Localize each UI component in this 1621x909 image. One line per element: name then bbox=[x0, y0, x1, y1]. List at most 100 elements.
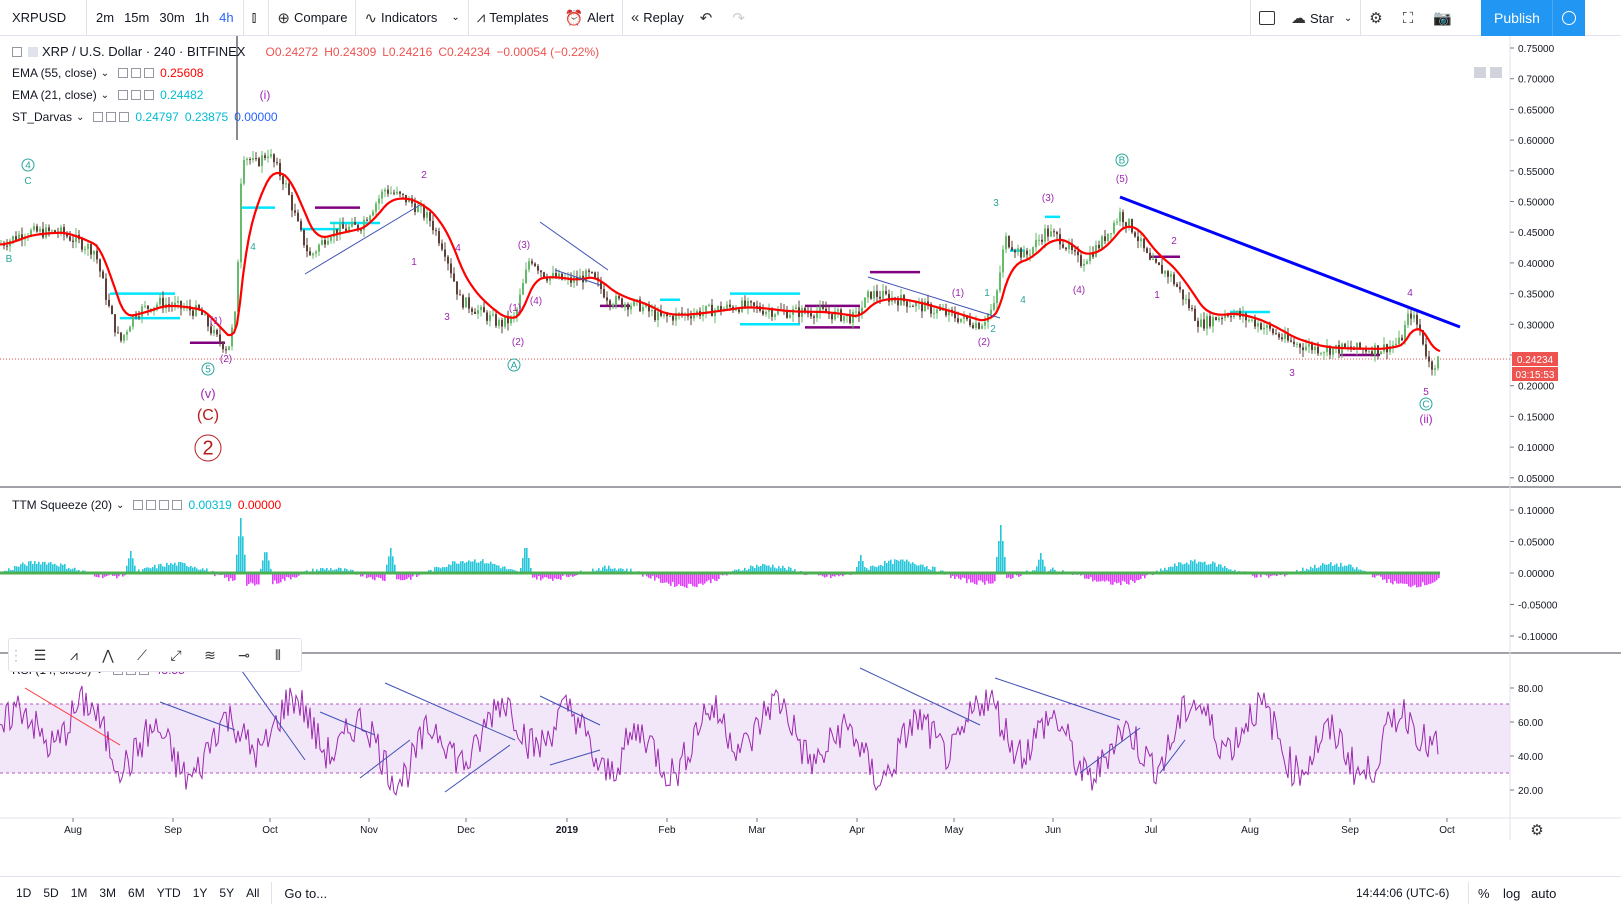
eye-icon[interactable] bbox=[118, 90, 128, 100]
timeframe-30m[interactable]: 30m bbox=[154, 0, 189, 36]
elliott-impulse-icon[interactable]: ⩘ bbox=[57, 638, 91, 672]
candle-body bbox=[1281, 337, 1283, 339]
chart-type-button[interactable]: ⫾ bbox=[244, 0, 269, 36]
close-icon[interactable] bbox=[144, 90, 154, 100]
timeframe-15m[interactable]: 15m bbox=[119, 0, 154, 36]
parallel-channel-icon[interactable]: ≋ bbox=[193, 638, 227, 672]
candle-body bbox=[939, 310, 941, 311]
range-all[interactable]: All bbox=[240, 886, 265, 900]
compare-button[interactable]: ⊕Compare bbox=[269, 0, 355, 36]
ttm-bar bbox=[470, 562, 472, 573]
pane-collapse-icon[interactable] bbox=[1474, 67, 1486, 78]
chart-canvas[interactable]: 4CB5(v)(C)2(i)AB(5)(3)C(ii)(1)(2)(3)(4)(… bbox=[0, 36, 1621, 876]
ttm-bar bbox=[686, 573, 688, 588]
auto-toggle[interactable]: auto bbox=[1531, 886, 1556, 901]
lines-tool-icon[interactable]: ☰ bbox=[23, 638, 57, 672]
ttm-bar bbox=[248, 573, 250, 584]
log-toggle[interactable]: log bbox=[1503, 886, 1520, 901]
axis-settings-gear-icon[interactable]: ⚙ bbox=[1530, 822, 1543, 839]
settings-icon[interactable] bbox=[146, 500, 156, 510]
candle-body bbox=[1080, 255, 1082, 266]
range-1d[interactable]: 1D bbox=[10, 886, 37, 900]
range-5y[interactable]: 5Y bbox=[213, 886, 240, 900]
range-ytd[interactable]: YTD bbox=[151, 886, 187, 900]
candle-body bbox=[528, 261, 530, 269]
trend-line-icon[interactable]: ⟋ bbox=[125, 638, 159, 672]
time-tick-label: Sep bbox=[1341, 825, 1359, 836]
timeframe-4h[interactable]: 4h bbox=[214, 0, 238, 36]
alert-button[interactable]: ⏰Alert bbox=[557, 0, 622, 36]
candle-body bbox=[375, 204, 377, 212]
eye-icon[interactable] bbox=[93, 112, 103, 122]
publish-menu-button[interactable] bbox=[1552, 0, 1585, 36]
candle-body bbox=[1416, 315, 1418, 325]
fullscreen-button[interactable]: ⛶ bbox=[1395, 0, 1426, 36]
candle-body bbox=[33, 226, 35, 230]
eye-icon[interactable] bbox=[133, 500, 143, 510]
candle-body bbox=[1179, 287, 1181, 290]
candle-body bbox=[483, 307, 485, 312]
ray-icon[interactable]: ⤢ bbox=[159, 638, 193, 672]
drag-handle-icon[interactable]: ⋮ bbox=[9, 638, 23, 672]
settings-icon[interactable] bbox=[131, 90, 141, 100]
plus-circle-icon: ⊕ bbox=[277, 9, 290, 27]
candle-body bbox=[324, 240, 326, 244]
ttm-legend[interactable]: TTM Squeeze (20)⌄ 0.00319 0.00000 bbox=[12, 498, 281, 512]
replay-button[interactable]: «Replay bbox=[623, 0, 692, 36]
candle-body bbox=[225, 349, 227, 350]
templates-button[interactable]: ⩘Templates bbox=[469, 0, 557, 36]
wave-label-ii: (ii) bbox=[1419, 412, 1432, 426]
ttm-tick-label: 0.10000 bbox=[1518, 506, 1555, 517]
time-tick-label: Dec bbox=[457, 825, 475, 836]
close-icon[interactable] bbox=[119, 112, 129, 122]
wave-label: 4 bbox=[250, 242, 256, 253]
candle-body bbox=[1014, 250, 1016, 252]
ttm-bar bbox=[476, 563, 478, 573]
horizontal-line-icon[interactable]: ⊸ bbox=[227, 638, 261, 672]
candle-body bbox=[1344, 344, 1346, 347]
settings-icon[interactable] bbox=[106, 112, 116, 122]
settings-icon[interactable] bbox=[159, 500, 169, 510]
range-5d[interactable]: 5D bbox=[37, 886, 64, 900]
wave-label: B bbox=[6, 254, 13, 265]
candle-body bbox=[213, 330, 215, 333]
percent-toggle[interactable]: % bbox=[1478, 886, 1490, 901]
settings-icon[interactable] bbox=[131, 68, 141, 78]
star-button[interactable]: ☁Star⌄ bbox=[1283, 0, 1360, 36]
snapshot-button[interactable]: 📷 bbox=[1425, 0, 1464, 36]
candle-body bbox=[255, 158, 257, 159]
candle-body bbox=[318, 245, 320, 252]
measure-icon[interactable]: ⦀ bbox=[261, 638, 295, 672]
candle-body bbox=[81, 239, 83, 249]
ema21-legend[interactable]: EMA (21, close)⌄ 0.24482 bbox=[12, 88, 203, 102]
candle-body bbox=[1203, 319, 1205, 328]
layout-button[interactable] bbox=[1251, 0, 1283, 36]
undo-button[interactable]: ↶ bbox=[692, 0, 725, 36]
symbol-search[interactable]: XRPUSD bbox=[0, 0, 86, 36]
pane-maximize-icon[interactable] bbox=[1490, 67, 1502, 78]
range-1y[interactable]: 1Y bbox=[187, 886, 214, 900]
ema55-legend[interactable]: EMA (55, close)⌄ 0.25608 bbox=[12, 66, 203, 80]
range-6m[interactable]: 6M bbox=[122, 886, 151, 900]
candle-body bbox=[438, 231, 440, 243]
darvas-legend[interactable]: ST_Darvas⌄ 0.24797 0.23875 0.00000 bbox=[12, 110, 278, 124]
timeframe-2m[interactable]: 2m bbox=[91, 0, 119, 36]
eye-icon[interactable] bbox=[118, 68, 128, 78]
range-3m[interactable]: 3M bbox=[93, 886, 122, 900]
candle-body bbox=[291, 195, 293, 211]
ttm-bar bbox=[678, 573, 680, 584]
range-1m[interactable]: 1M bbox=[65, 886, 94, 900]
candle-body bbox=[126, 332, 128, 335]
redo-button[interactable]: ↷ bbox=[724, 0, 757, 36]
goto-button[interactable]: Go to... bbox=[278, 886, 333, 901]
publish-button[interactable]: Publish bbox=[1481, 0, 1553, 36]
collapse-legend-icon[interactable] bbox=[12, 47, 22, 57]
timeframe-1h[interactable]: 1h bbox=[190, 0, 214, 36]
wave-label: 3 bbox=[993, 198, 999, 209]
close-icon[interactable] bbox=[144, 68, 154, 78]
price-axis[interactable]: 0.750000.700000.650000.600000.550000.500… bbox=[1510, 44, 1555, 485]
close-icon[interactable] bbox=[172, 500, 182, 510]
settings-button[interactable]: ⚙ bbox=[1361, 0, 1394, 36]
indicators-button[interactable]: ∿Indicators⌄ bbox=[356, 0, 467, 36]
elliott-correction-icon[interactable]: ⋀ bbox=[91, 638, 125, 672]
